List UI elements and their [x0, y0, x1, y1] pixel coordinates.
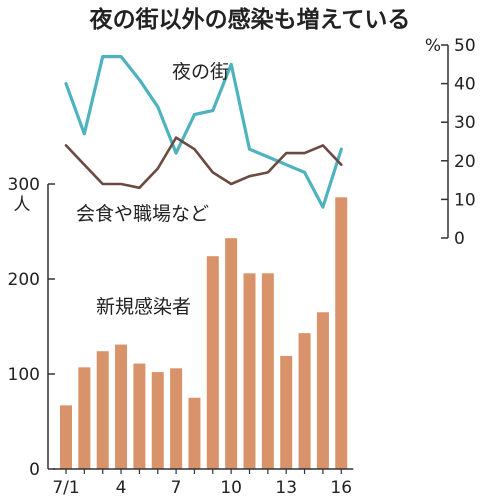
series-label-night: 夜の街 [172, 61, 229, 83]
x-tick-label: 4 [116, 478, 127, 498]
bar [78, 367, 90, 469]
bar [152, 372, 164, 469]
left-tick-label: 300 [8, 175, 40, 195]
line-dining-workplace [66, 138, 341, 188]
bar [170, 368, 182, 469]
right-tick-label: 50 [454, 36, 476, 56]
bar [60, 405, 72, 469]
x-tick-label: 7 [171, 478, 182, 498]
bar [225, 238, 237, 469]
right-axis: 0 10 20 30 40 50% [425, 36, 476, 249]
right-tick-label: 0 [454, 229, 465, 249]
right-axis-unit: % [425, 36, 441, 56]
series-label-dining-work: 会食や職場など [76, 203, 209, 225]
bar [97, 351, 109, 469]
x-tick-label: 13 [275, 478, 297, 498]
series-label-new-cases: 新規感染者 [96, 296, 191, 318]
bar [115, 345, 127, 469]
bar [262, 273, 274, 469]
bar-series [60, 197, 347, 469]
bar [280, 356, 292, 469]
bar [133, 364, 145, 469]
left-tick-label: 0 [29, 460, 40, 480]
right-tick-label: 10 [454, 190, 476, 210]
left-tick-label: 200 [8, 270, 40, 290]
bar [188, 398, 200, 469]
right-tick-label: 20 [454, 152, 476, 172]
right-tick-label: 40 [454, 75, 476, 95]
x-axis: 7/1 4 7 10 13 16 [52, 469, 353, 498]
bar [244, 273, 256, 469]
bar [317, 312, 329, 469]
chart-title: 夜の街以外の感染も増えている [89, 6, 411, 33]
x-tick-label: 10 [220, 478, 242, 498]
x-tick-label: 7/1 [52, 478, 79, 498]
bar [335, 197, 347, 469]
bar [299, 333, 311, 469]
left-tick-label: 100 [8, 365, 40, 385]
bar [207, 256, 219, 469]
left-axis-unit: 人 [14, 195, 31, 215]
right-tick-label: 30 [454, 113, 476, 133]
x-tick-label: 16 [330, 478, 352, 498]
